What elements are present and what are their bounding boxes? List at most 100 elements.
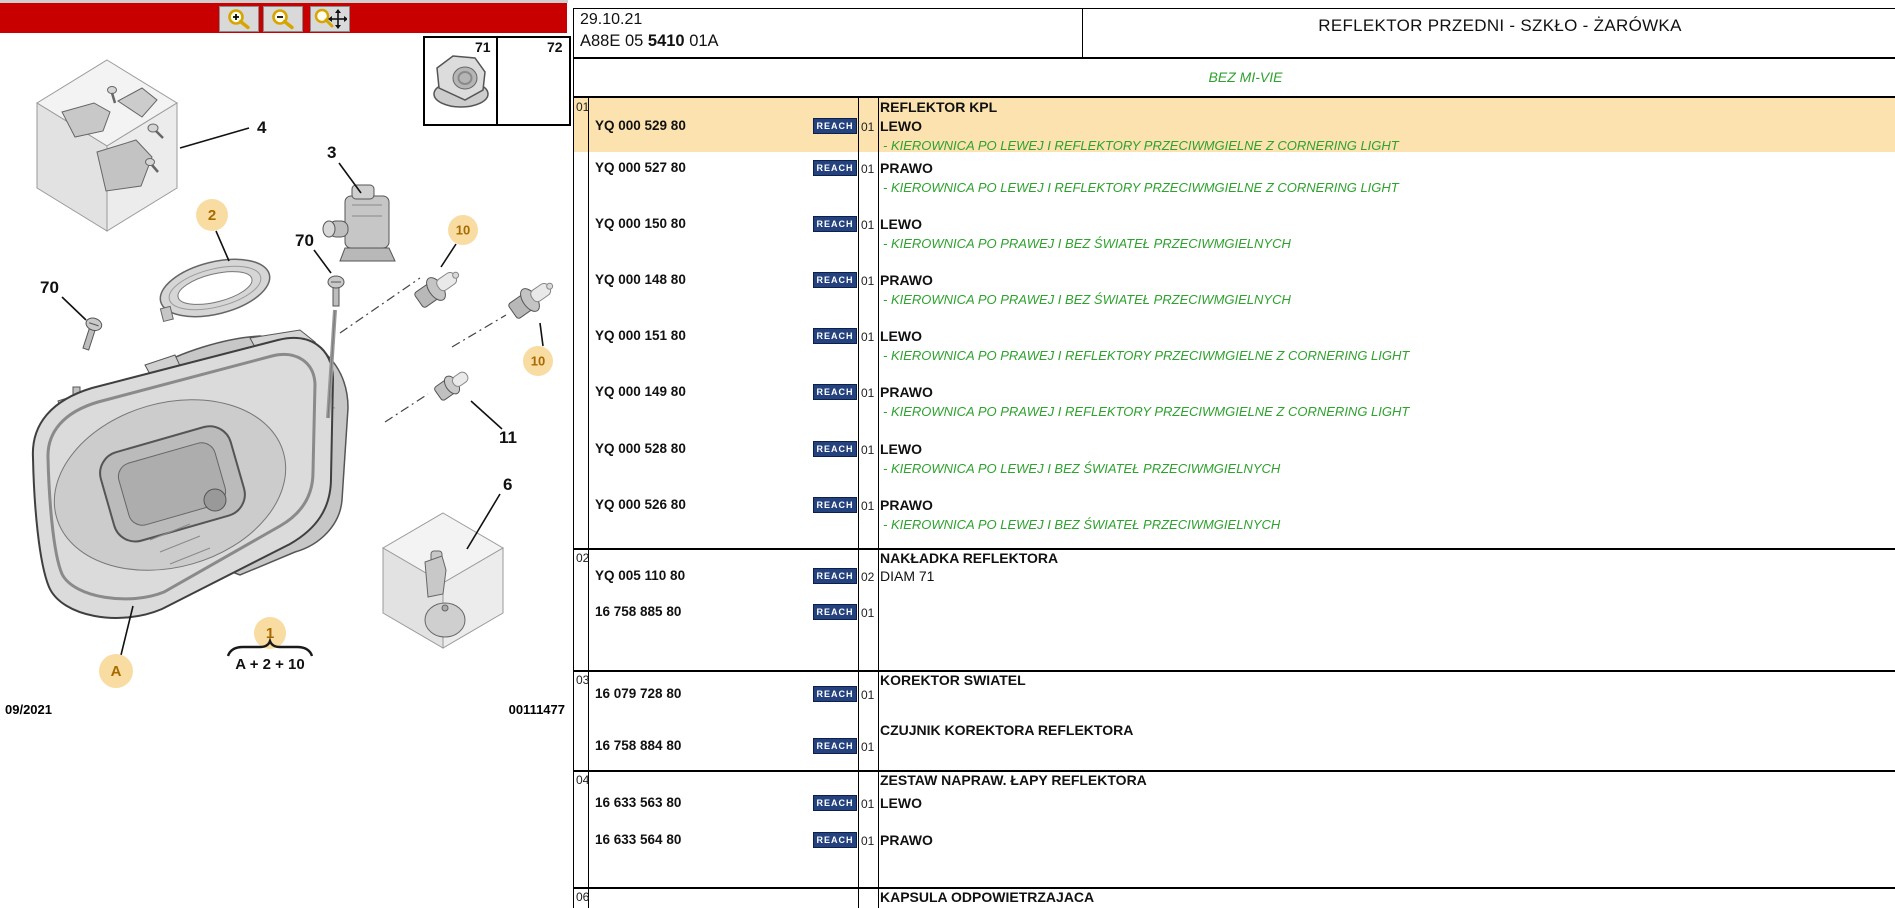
part-number[interactable]: YQ 000 528 80 <box>595 441 686 456</box>
group-desc: NAKŁADKA REFLEKTORA <box>880 550 1059 566</box>
part-qty: 01 <box>861 443 875 457</box>
part-number[interactable]: YQ 000 148 80 <box>595 272 686 287</box>
table-border <box>858 96 859 908</box>
callout-70-left: 70 <box>40 278 59 297</box>
callout-circle-10-lower[interactable]: 10 <box>523 346 553 376</box>
reach-badge[interactable]: REACH <box>813 832 857 848</box>
part-number[interactable]: YQ 000 529 80 <box>595 118 686 133</box>
figure-code-prefix: A88E 05 <box>580 32 648 50</box>
group-ref: 03 <box>576 673 590 687</box>
part-qty: 01 <box>861 386 875 400</box>
reach-badge[interactable]: REACH <box>813 328 857 344</box>
reach-badge[interactable]: REACH <box>813 216 857 232</box>
callout-circle-1[interactable]: 1 <box>254 617 286 649</box>
reach-badge[interactable]: REACH <box>813 384 857 400</box>
reach-badge[interactable]: REACH <box>813 118 857 134</box>
part-number[interactable]: YQ 000 151 80 <box>595 328 686 343</box>
bulb-h7-left <box>414 271 460 308</box>
part-number[interactable]: 16 079 728 80 <box>595 686 682 701</box>
catalog-date: 29.10.21 <box>580 11 643 28</box>
table-row: YQ 000 526 80 REACH 01 PRAWO <box>573 497 1895 513</box>
table-border <box>588 96 589 908</box>
part-note: - KIEROWNICA PO LEWEJ I BEZ ŚWIATEŁ PRZE… <box>883 517 1281 532</box>
group-desc: ZESTAW NAPRAW. ŁAPY REFLEKTORA <box>880 772 1147 788</box>
group-desc: KAPSULA ODPOWIETRZAJACA <box>880 889 1095 905</box>
part-desc: PRAWO <box>880 497 933 513</box>
part-number[interactable]: YQ 000 527 80 <box>595 160 686 175</box>
formula-brace <box>226 637 314 657</box>
table-border <box>573 57 1895 59</box>
table-border <box>573 8 574 908</box>
callout-circle-2[interactable]: 2 <box>196 199 228 231</box>
part-number[interactable]: YQ 000 149 80 <box>595 384 686 399</box>
part-number[interactable]: 16 758 885 80 <box>595 604 682 619</box>
callout-4: 4 <box>257 118 267 137</box>
callout-circle-10-upper[interactable]: 10 <box>448 215 478 245</box>
zoom-pan-icon <box>314 8 347 29</box>
table-row: 16 758 884 80 REACH 01 <box>573 738 1895 754</box>
reach-badge[interactable]: REACH <box>813 497 857 513</box>
axis-lines <box>339 277 507 423</box>
flange-nut-image <box>433 55 489 108</box>
top-strip <box>0 0 568 3</box>
group-subheader: CZUJNIK KOREKTORA REFLEKTORA <box>880 722 1134 738</box>
bulb-w5w <box>434 371 469 401</box>
assembly-formula: A + 2 + 10 <box>235 656 305 673</box>
part-number[interactable]: 16 633 564 80 <box>595 832 682 847</box>
reach-badge[interactable]: REACH <box>813 272 857 288</box>
group-header: 06 KAPSULA ODPOWIETRZAJACA <box>573 889 1895 905</box>
part-number[interactable]: YQ 000 526 80 <box>595 497 686 512</box>
reach-badge[interactable]: REACH <box>813 795 857 811</box>
table-border <box>573 887 1895 889</box>
page-title: REFLEKTOR PRZEDNI - SZKŁO - ŻARÓWKA <box>1318 16 1682 35</box>
part-number[interactable]: YQ 005 110 80 <box>595 568 686 583</box>
part-number[interactable]: YQ 000 150 80 <box>595 216 686 231</box>
group-desc: REFLEKTOR KPL <box>880 99 998 115</box>
part-desc: PRAWO <box>880 832 933 848</box>
reach-badge[interactable]: REACH <box>813 738 857 754</box>
group-desc: KOREKTOR SWIATEL <box>880 672 1026 688</box>
selected-row-highlight <box>574 98 1895 152</box>
table-border <box>878 96 879 908</box>
table-row: YQ 000 150 80 REACH 01 LEWO <box>573 216 1895 232</box>
figure-code-suffix: 01A <box>684 32 719 50</box>
zoom-in-button[interactable] <box>219 6 259 32</box>
table-row: YQ 000 529 80 REACH 01 LEWO <box>573 118 1895 134</box>
reach-badge[interactable]: REACH <box>813 160 857 176</box>
group-header: 02 NAKŁADKA REFLEKTORA <box>573 550 1895 566</box>
bulb-h7-right <box>508 282 554 319</box>
callout-70-right: 70 <box>295 231 314 250</box>
part-desc: PRAWO <box>880 272 933 288</box>
group-ref: 06 <box>576 890 590 904</box>
reach-badge[interactable]: REACH <box>813 441 857 457</box>
zoom-pan-button[interactable] <box>310 6 350 32</box>
inset-label-71: 71 <box>475 39 491 55</box>
part-desc: PRAWO <box>880 160 933 176</box>
headlamp-lens <box>31 337 335 619</box>
table-row: YQ 000 148 80 REACH 01 PRAWO <box>573 272 1895 288</box>
part-qty: 01 <box>861 499 875 513</box>
part-note: - KIEROWNICA PO PRAWEJ I REFLEKTORY PRZE… <box>883 348 1410 363</box>
zoom-out-icon <box>272 9 294 30</box>
part-desc: LEWO <box>880 795 922 811</box>
zoom-out-button[interactable] <box>263 6 303 32</box>
group-ref: 01 <box>576 100 590 114</box>
vent-kit-box <box>382 512 504 649</box>
part-qty: 01 <box>861 162 875 176</box>
reach-badge[interactable]: REACH <box>813 568 857 584</box>
callout-11: 11 <box>499 428 517 447</box>
table-row: YQ 005 110 80 REACH 02 DIAM 71 <box>573 568 1895 584</box>
part-desc: PRAWO <box>880 384 933 400</box>
part-desc: LEWO <box>880 216 922 232</box>
reach-badge[interactable]: REACH <box>813 604 857 620</box>
zoom-in-icon <box>228 9 250 30</box>
exploded-diagram: 4 3 70 70 11 6 2 10 10 A 1 A + 2 + 10 <box>31 59 554 688</box>
bracket-kit-box <box>36 59 178 232</box>
callout-circle-A[interactable]: A <box>99 654 133 688</box>
part-note: - KIEROWNICA PO PRAWEJ I BEZ ŚWIATEŁ PRZ… <box>883 292 1291 307</box>
part-number[interactable]: 16 758 884 80 <box>595 738 682 753</box>
table-border <box>573 670 1895 672</box>
part-number[interactable]: 16 633 563 80 <box>595 795 682 810</box>
reach-badge[interactable]: REACH <box>813 686 857 702</box>
